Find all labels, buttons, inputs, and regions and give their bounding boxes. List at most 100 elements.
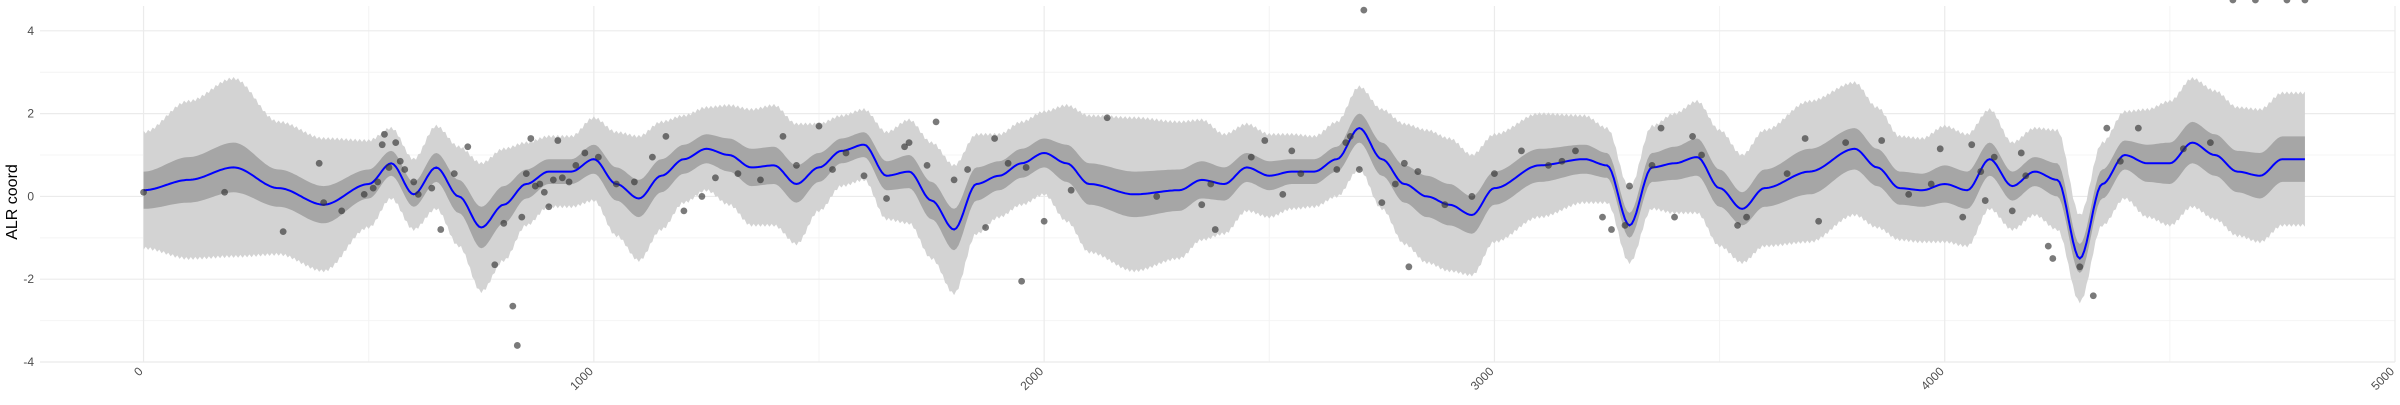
data-point xyxy=(1968,141,1976,149)
data-point xyxy=(581,149,589,157)
data-point xyxy=(2179,145,2187,153)
data-point xyxy=(1040,217,1048,225)
data-point xyxy=(1621,221,1629,229)
data-point xyxy=(883,195,890,202)
data-point xyxy=(680,207,688,215)
data-point xyxy=(1842,139,1850,147)
data-point xyxy=(1977,168,1985,175)
data-point xyxy=(1815,217,1823,225)
y-axis-title: ALR coord xyxy=(4,164,21,240)
data-point xyxy=(1743,213,1750,221)
data-point xyxy=(1207,180,1215,188)
data-point xyxy=(648,153,656,161)
data-point xyxy=(360,190,368,198)
data-point xyxy=(221,188,229,196)
data-point xyxy=(932,118,940,126)
data-point xyxy=(1211,226,1219,233)
data-point xyxy=(1414,168,1422,175)
data-point xyxy=(698,193,706,200)
data-point xyxy=(1689,132,1696,140)
data-point xyxy=(1648,161,1656,169)
data-point xyxy=(612,180,620,188)
data-point xyxy=(1990,153,1998,161)
data-point xyxy=(1103,114,1111,122)
data-point xyxy=(1959,213,1967,221)
data-point xyxy=(779,132,787,140)
data-point xyxy=(414,190,422,198)
data-point xyxy=(1801,135,1809,142)
data-point xyxy=(1783,170,1791,178)
data-point xyxy=(513,342,521,349)
data-point xyxy=(662,132,670,140)
data-point xyxy=(1558,157,1566,165)
data-point xyxy=(964,166,971,173)
data-point xyxy=(2103,124,2111,132)
x-tick-label: 4000 xyxy=(1918,364,1947,393)
y-tick-label: -4 xyxy=(23,355,34,369)
data-point xyxy=(1518,147,1525,155)
data-point xyxy=(1878,137,1886,144)
data-point xyxy=(1391,180,1399,188)
data-point xyxy=(315,159,323,167)
data-point xyxy=(2089,292,2097,300)
data-point xyxy=(2229,0,2237,4)
data-point xyxy=(1297,170,1305,178)
data-point xyxy=(1004,159,1012,167)
y-tick-label: 4 xyxy=(27,24,34,38)
y-tick-labels: -4 -2 0 2 4 xyxy=(23,24,34,369)
data-point xyxy=(565,178,573,186)
data-point xyxy=(1927,180,1935,188)
data-point xyxy=(1067,186,1075,194)
data-point xyxy=(991,135,999,142)
data-point xyxy=(1545,161,1552,169)
data-point xyxy=(450,170,458,178)
data-point xyxy=(536,180,544,188)
x-tick-label: 3000 xyxy=(1468,364,1497,393)
data-point xyxy=(2283,0,2291,4)
inner-interval-band xyxy=(143,113,2305,273)
data-point xyxy=(381,130,388,138)
data-point xyxy=(554,137,562,144)
data-point xyxy=(1981,197,1989,204)
data-point xyxy=(734,170,742,178)
data-point xyxy=(518,213,526,221)
data-point xyxy=(392,139,400,147)
data-point xyxy=(950,176,958,184)
data-point xyxy=(1198,201,1206,209)
data-point xyxy=(1288,147,1296,155)
data-point xyxy=(369,184,377,192)
data-point xyxy=(829,166,836,173)
data-point xyxy=(712,174,719,182)
data-point xyxy=(522,170,530,178)
data-point xyxy=(396,157,404,165)
data-point xyxy=(2134,124,2142,132)
y-tick-label: 0 xyxy=(27,189,34,203)
data-point xyxy=(338,207,346,215)
data-point xyxy=(982,224,990,231)
data-point xyxy=(540,188,548,196)
data-point xyxy=(2022,172,2030,180)
data-point xyxy=(2301,0,2309,4)
data-point xyxy=(630,178,638,186)
data-point xyxy=(1608,226,1615,233)
x-tick-label: 1000 xyxy=(567,364,596,393)
data-point xyxy=(385,164,393,171)
data-point xyxy=(842,149,850,157)
data-point xyxy=(374,178,382,186)
data-point xyxy=(1333,166,1341,173)
data-point xyxy=(572,161,580,169)
data-point xyxy=(923,161,931,169)
data-point xyxy=(905,139,913,147)
data-point xyxy=(2206,139,2214,147)
data-point xyxy=(1468,193,1476,200)
data-point xyxy=(320,199,328,207)
data-point xyxy=(1405,263,1413,271)
data-point xyxy=(1342,139,1350,147)
data-point xyxy=(1247,153,1255,161)
x-tick-label: 0 xyxy=(131,364,146,379)
data-point xyxy=(1355,166,1363,173)
data-point xyxy=(815,122,823,130)
data-point xyxy=(1441,201,1449,209)
